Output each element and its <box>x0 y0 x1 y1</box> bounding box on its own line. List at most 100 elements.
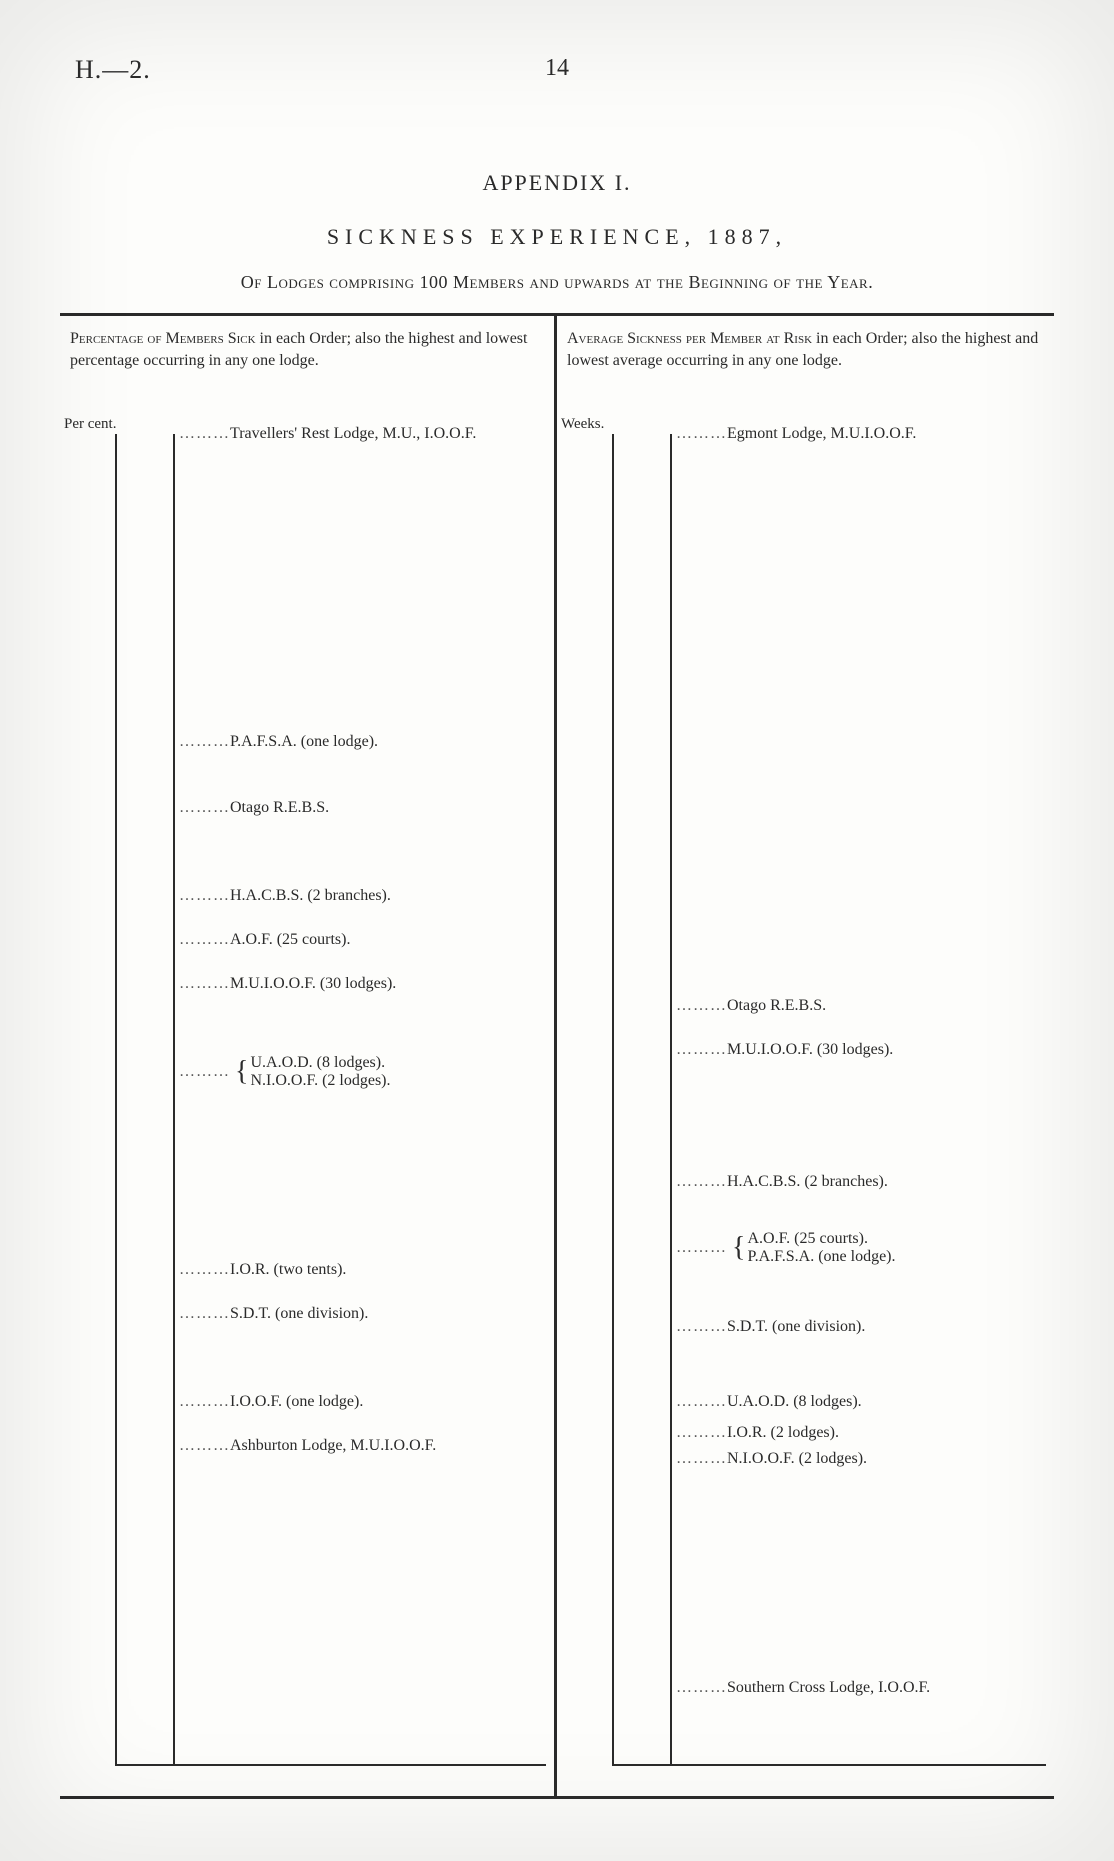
axis-tick: ………… <box>117 1394 171 1395</box>
chart-entry: ………S.D.T. (one division). <box>179 1304 546 1323</box>
entry-stack: A.O.F. (25 courts).P.A.F.S.A. (one lodge… <box>747 1230 895 1267</box>
brace-icon: { <box>235 1064 248 1081</box>
axis-tick: ………… <box>117 778 171 779</box>
axis-tick: …………30 <box>117 426 171 427</box>
axis-tick: …………2·0 <box>614 866 668 867</box>
left-header-smallcaps: Percentage of Members Sick <box>70 330 256 347</box>
document-title: SICKNESS EXPERIENCE, 1887, <box>60 224 1054 250</box>
axis-tick: …………20 <box>117 866 171 867</box>
entry-label: U.A.O.D. (8 lodges). <box>250 1054 390 1072</box>
left-axis-bottom <box>115 1764 546 1766</box>
entry-label: P.A.F.S.A. (one lodge). <box>230 733 378 750</box>
axis-tick: ………… <box>614 778 668 779</box>
axis-tick: ………… <box>614 558 668 559</box>
axis-tick: ………… <box>117 1174 171 1175</box>
axis-tick: ………… <box>614 602 668 603</box>
chart-entry: ………Ashburton Lodge, M.U.I.O.O.F. <box>179 1436 546 1455</box>
axis-tick: ………… <box>117 1614 171 1615</box>
axis-tick: ………… <box>614 1614 668 1615</box>
right-axis-outer <box>612 434 614 1766</box>
axis-tick: ………… <box>614 822 668 823</box>
axis-tick: …………0 <box>117 1746 171 1747</box>
axis-tick: ………… <box>614 1702 668 1703</box>
axis-tick: ………… <box>117 1702 171 1703</box>
axis-tick: ………… <box>614 734 668 735</box>
entry-label: M.U.I.O.O.F. (30 lodges). <box>727 1041 893 1058</box>
chart-entry: ………N.I.O.O.F. (2 lodges). <box>676 1449 1046 1468</box>
axis-tick: ………… <box>117 954 171 955</box>
axis-tick: …………5 <box>117 1526 171 1527</box>
document-subtitle: Of Lodges comprising 100 Members and upw… <box>60 272 1054 293</box>
right-axis-inner <box>670 434 672 1766</box>
axis-tick: ………… <box>614 1658 668 1659</box>
axis-tick: ………… <box>614 426 668 427</box>
entry-leader: ……… <box>676 1393 727 1410</box>
chart-entry: ………I.O.R. (2 lodges). <box>676 1423 1046 1442</box>
axis-tick: ………… <box>614 1438 668 1439</box>
axis-tick: ………… <box>117 822 171 823</box>
header-page-number: 14 <box>0 55 1114 82</box>
chart-entry: ………U.A.O.D. (8 lodges). <box>676 1392 1046 1411</box>
axis-tick: ………… <box>614 1394 668 1395</box>
axis-tick: ………… <box>614 1482 668 1483</box>
chart-entry: ………A.O.F. (25 courts). <box>179 930 546 949</box>
chart-panels: Percentage of Members Sick in each Order… <box>60 316 1054 1796</box>
entry-label: I.O.O.F. (one lodge). <box>230 1393 363 1410</box>
left-axis-inner <box>173 434 175 1766</box>
entry-leader: ……… <box>179 799 230 816</box>
axis-tick: …………15 <box>117 1086 171 1087</box>
bottom-rule <box>60 1796 1054 1799</box>
axis-tick: …………10 <box>117 1306 171 1307</box>
axis-tick: ………… <box>117 690 171 691</box>
entry-leader: ……… <box>676 425 727 442</box>
axis-tick: ………… <box>614 998 668 999</box>
entry-leader: ……… <box>179 1261 230 1278</box>
entry-leader: ……… <box>179 1063 235 1080</box>
axis-tick: ………… <box>117 1482 171 1483</box>
entry-leader: ……… <box>179 887 230 904</box>
entry-leader: ……… <box>676 1239 732 1256</box>
entry-leader: ……… <box>676 1173 727 1190</box>
axis-tick: ………… <box>117 1570 171 1571</box>
entry-label: Otago R.E.B.S. <box>230 799 329 816</box>
chart-entry: ………M.U.I.O.O.F. (30 lodges). <box>676 1040 1046 1059</box>
left-axis-outer <box>115 434 117 1766</box>
axis-tick: ………… <box>614 1130 668 1131</box>
axis-tick: ………… <box>614 1042 668 1043</box>
right-axis-unit: Weeks. <box>561 416 604 433</box>
right-axis-bottom <box>612 1764 1046 1766</box>
axis-tick: ………… <box>614 1262 668 1263</box>
entry-leader: ……… <box>676 997 727 1014</box>
entry-label: N.I.O.O.F. (2 lodges). <box>727 1450 867 1467</box>
entry-label: Otago R.E.B.S. <box>727 997 826 1014</box>
chart-entry: ………S.D.T. (one division). <box>676 1317 1046 1336</box>
entry-leader: ……… <box>179 931 230 948</box>
axis-tick: ………… <box>117 558 171 559</box>
entry-leader: ……… <box>179 425 230 442</box>
axis-tick: ………… <box>614 514 668 515</box>
right-panel: Average Sickness per Member at Risk in e… <box>557 316 1054 1796</box>
entry-label: Southern Cross Lodge, I.O.O.F. <box>727 1679 930 1696</box>
axis-tick: ………… <box>117 910 171 911</box>
axis-tick: ………… <box>614 690 668 691</box>
entry-leader: ……… <box>179 1305 230 1322</box>
chart-entry: ………Travellers' Rest Lodge, M.U., I.O.O.F… <box>179 424 546 443</box>
axis-tick: ………… <box>614 1174 668 1175</box>
entry-leader: ……… <box>179 975 230 992</box>
chart-entry: ………Otago R.E.B.S. <box>179 798 546 817</box>
axis-tick: …………1·0 <box>614 1306 668 1307</box>
entry-label: A.O.F. (25 courts). <box>230 931 350 948</box>
entry-leader: ……… <box>676 1424 727 1441</box>
axis-tick: ………… <box>117 1438 171 1439</box>
axis-tick: ………… <box>614 954 668 955</box>
axis-tick: ………… <box>117 1218 171 1219</box>
entry-leader: ……… <box>179 1393 230 1410</box>
entry-label: Ashburton Lodge, M.U.I.O.O.F. <box>230 1437 436 1454</box>
left-panel-header: Percentage of Members Sick in each Order… <box>60 316 554 422</box>
entry-leader: ……… <box>676 1450 727 1467</box>
axis-tick: ………… <box>614 1218 668 1219</box>
axis-tick: ………… <box>117 470 171 471</box>
chart-entry: ……… {U.A.O.D. (8 lodges).N.I.O.O.F. (2 l… <box>179 1054 546 1091</box>
brace-icon: { <box>732 1240 745 1257</box>
axis-tick: …………1·5 <box>614 1086 668 1087</box>
